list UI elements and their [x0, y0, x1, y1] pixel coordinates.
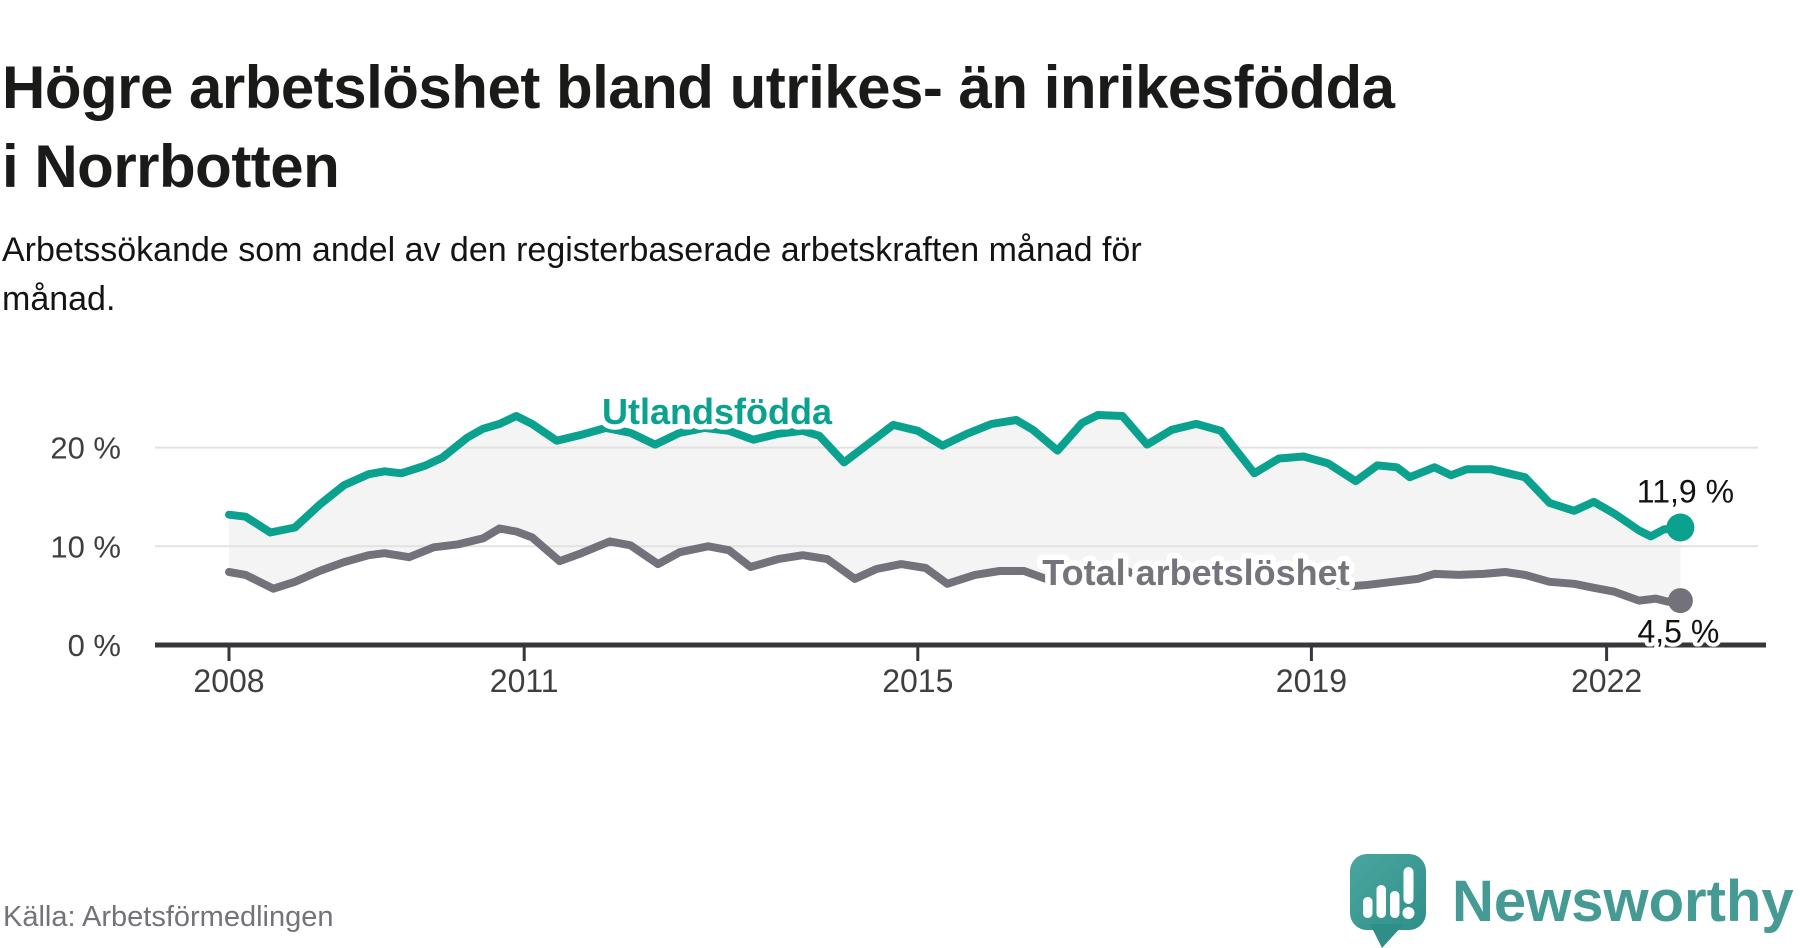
x-tick-label: 2015 [882, 663, 953, 699]
x-tick-label: 2022 [1571, 663, 1642, 699]
series-label-utlandsfodda: Utlandsfödda [602, 391, 833, 432]
unemployment-line-chart: 2008 2011 2015 2019 2022 20 % 10 % 0 % Utlandsfö… [50, 386, 1766, 699]
y-tick-label: 20 % [50, 431, 121, 466]
chart-subtitle: Arbetssökande som andel av den registerb… [2, 231, 1142, 319]
x-tick-label: 2008 [193, 663, 264, 699]
source-note: Källa: Arbetsförmedlingen [3, 901, 334, 933]
end-dot-total [1667, 588, 1693, 614]
y-tick-label: 10 % [50, 529, 121, 564]
brand-wordmark: Newsworthy [1452, 869, 1794, 934]
chart-title: Högre arbetslöshet bland utrikes- än inr… [2, 54, 1395, 201]
end-value-label-total: 4,5 % [1637, 614, 1719, 650]
y-tick-label: 0 % [68, 628, 121, 663]
bar-chart-speech-bubble-icon [1350, 854, 1426, 948]
series-label-total: Total arbetslöshet [1042, 552, 1349, 593]
series-line-utlandsfodda [225, 411, 1685, 541]
end-value-label-utlandsfodda: 11,9 % [1637, 474, 1734, 510]
x-tick-label: 2019 [1276, 663, 1347, 699]
x-tick-label: 2011 [490, 663, 559, 699]
series-line-total [225, 524, 1685, 606]
newsworthy-logo: Newsworthy [1350, 854, 1794, 948]
end-dot-utlandsfodda [1666, 513, 1695, 542]
